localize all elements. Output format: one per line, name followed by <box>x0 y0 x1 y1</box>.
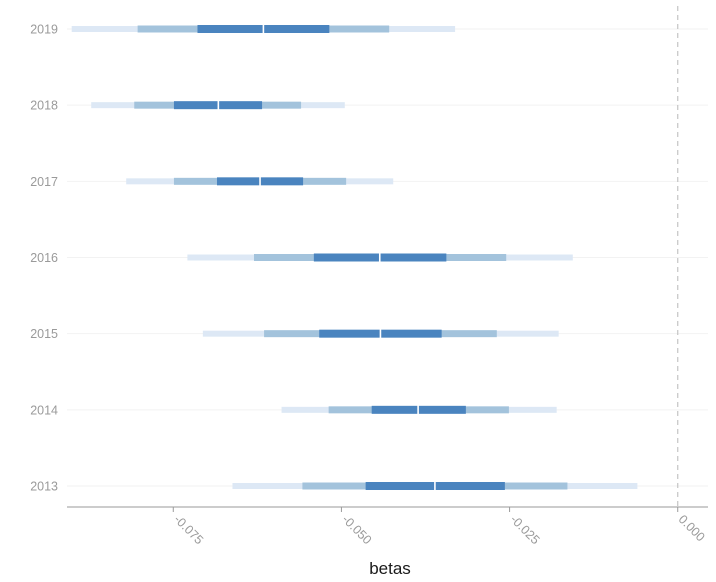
y-tick-label-2013: 2013 <box>30 480 58 494</box>
y-tick-label-2019: 2019 <box>30 23 58 37</box>
x-tick-label-1: -0.050 <box>339 512 374 547</box>
interval-2013 <box>232 481 638 491</box>
y-tick-label-2016: 2016 <box>30 251 58 265</box>
y-tick-label-2017: 2017 <box>30 175 58 189</box>
x-axis-label: betas <box>369 559 411 578</box>
x-tick-label-0: -0.075 <box>171 512 206 547</box>
interval-2016 <box>187 252 573 263</box>
x-axis-tick-labels: -0.075 -0.050 -0.025 0.000 <box>171 507 708 547</box>
y-axis-tick-labels: 2019 2018 2017 2016 2015 2014 2013 <box>30 23 58 494</box>
interval-2019 <box>71 24 456 34</box>
x-tick-label-3: 0.000 <box>676 512 708 544</box>
y-tick-label-2014: 2014 <box>30 403 58 417</box>
interval-bars <box>71 24 638 491</box>
interval-2018 <box>91 100 345 111</box>
interval-2015 <box>202 328 559 339</box>
interval-2017 <box>126 176 394 187</box>
y-tick-label-2018: 2018 <box>30 99 58 113</box>
y-tick-label-2015: 2015 <box>30 327 58 341</box>
x-tick-label-2: -0.025 <box>507 512 542 547</box>
interval-2014 <box>281 404 557 415</box>
